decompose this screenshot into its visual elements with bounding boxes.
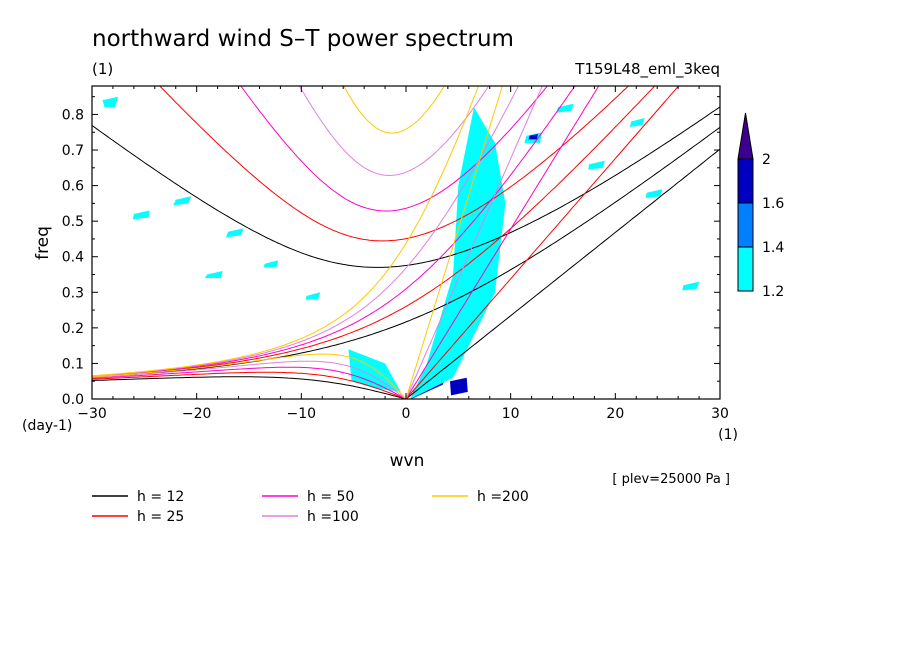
power-region-14 bbox=[682, 281, 700, 291]
inertio-gravity-curve-h100 bbox=[298, 86, 490, 176]
x-tick-label: 30 bbox=[711, 406, 729, 422]
rossby-curve-h25 bbox=[92, 371, 408, 399]
y-tick-label: 0.7 bbox=[62, 143, 84, 159]
y-tick-label: 0.2 bbox=[62, 321, 84, 337]
colorbar-label: 1.4 bbox=[762, 240, 784, 256]
colorbar-label: 1.2 bbox=[762, 284, 784, 300]
power-region-16 bbox=[528, 134, 538, 140]
x-tick-label: 20 bbox=[606, 406, 624, 422]
axis-ticks: −30 −20 −10 0 10 20 30 0.0 0.1 0.2 0.3 0.4 0.5 0.6 0.7… bbox=[62, 86, 729, 422]
rossby-curve-h200 bbox=[92, 353, 407, 399]
y-tick-label: 0.0 bbox=[62, 392, 84, 408]
x-axis-label: wvn bbox=[390, 451, 425, 471]
colorbar-swatch bbox=[737, 202, 754, 248]
y-tick-label: 0.8 bbox=[62, 107, 84, 123]
y-tick-label: 0.1 bbox=[62, 356, 84, 372]
mixed-rossby-gravity-curve-h25 bbox=[92, 86, 656, 378]
colorbar-swatch bbox=[737, 246, 754, 292]
rossby-curve-h50 bbox=[92, 366, 408, 399]
rossby-curve-h100 bbox=[92, 360, 407, 399]
legend-label: h =100 bbox=[307, 509, 359, 525]
x-unit-label: (1) bbox=[718, 427, 738, 443]
kelvin-curve-h50 bbox=[405, 86, 600, 399]
mixed-rossby-gravity-curve-h12 bbox=[92, 126, 720, 378]
x-tick-label: 10 bbox=[502, 406, 520, 422]
y-tick-label: 0.4 bbox=[62, 250, 84, 266]
power-region-11 bbox=[305, 292, 321, 300]
power-region-7 bbox=[173, 196, 192, 206]
y-axis-label: freq bbox=[33, 226, 53, 260]
dispersion-curves bbox=[92, 86, 720, 399]
y-tick-label: 0.5 bbox=[62, 214, 84, 230]
power-region-13 bbox=[645, 189, 663, 198]
x-tick-label: −10 bbox=[287, 406, 317, 422]
run-label: T159L48_eml_3keq bbox=[574, 60, 720, 79]
inertio-gravity-curve-h25 bbox=[159, 86, 630, 242]
mixed-rossby-gravity-curve-h50 bbox=[92, 86, 576, 377]
power-region-19 bbox=[630, 118, 645, 127]
power-region-5 bbox=[450, 377, 468, 396]
power-region-8 bbox=[226, 228, 244, 238]
kelvin-curve-h12 bbox=[405, 148, 720, 399]
x-tick-label: −20 bbox=[182, 406, 212, 422]
kelvin-curve-h100 bbox=[405, 86, 543, 399]
level-note: [ plev=25000 Pa ] bbox=[612, 472, 730, 487]
colorbar: 1.2 1.4 1.6 2 bbox=[737, 112, 784, 300]
units-label: (1) bbox=[92, 60, 113, 78]
legend-label: h = 12 bbox=[137, 489, 184, 505]
colorbar-top-triangle bbox=[737, 112, 754, 160]
mixed-rossby-gravity-curve-h200 bbox=[92, 86, 480, 377]
rossby-curve-h12 bbox=[92, 376, 408, 399]
power-region-12 bbox=[588, 160, 605, 170]
inertio-gravity-curve-h200 bbox=[343, 86, 445, 134]
power-region-9 bbox=[263, 260, 279, 268]
colorbar-label: 2 bbox=[762, 152, 771, 168]
x-tick-label: −30 bbox=[77, 406, 107, 422]
power-region-18 bbox=[205, 271, 223, 279]
inertio-gravity-curve-h50 bbox=[240, 86, 548, 212]
y-unit-label: (day-1) bbox=[22, 418, 72, 434]
power-region-10 bbox=[132, 210, 150, 220]
inertio-gravity-curve-h12 bbox=[92, 106, 720, 268]
power-region-6 bbox=[102, 96, 119, 108]
colorbar-swatch bbox=[737, 158, 754, 204]
y-tick-label: 0.3 bbox=[62, 285, 84, 301]
colorbar-label: 1.6 bbox=[762, 196, 784, 212]
legend-label: h = 50 bbox=[307, 489, 354, 505]
power-region-4 bbox=[348, 349, 401, 392]
power-contours bbox=[102, 96, 700, 399]
kelvin-curve-h200 bbox=[405, 86, 503, 399]
x-tick-label: 0 bbox=[402, 406, 411, 422]
y-tick-label: 0.6 bbox=[62, 179, 84, 195]
kelvin-curve-h25 bbox=[405, 86, 680, 399]
legend-label: h = 25 bbox=[137, 509, 184, 525]
chart-title: northward wind S–T power spectrum bbox=[92, 26, 514, 52]
legend-label: h =200 bbox=[477, 489, 529, 505]
curve-legend: h = 12 h = 25 h = 50 h =100 h =200 bbox=[92, 489, 529, 525]
power-region-17 bbox=[556, 103, 574, 113]
